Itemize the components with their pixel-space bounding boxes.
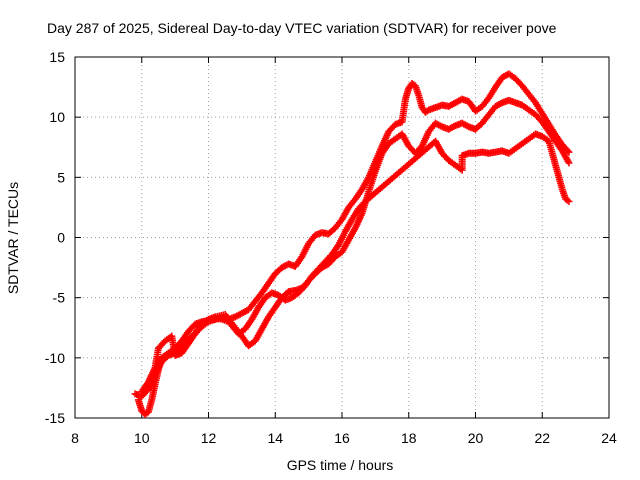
x-tick-label: 12 (201, 430, 217, 446)
y-tick-label: 10 (49, 109, 65, 125)
y-tick-label: -10 (45, 350, 65, 366)
x-tick-label: 18 (401, 430, 417, 446)
data-point (565, 159, 573, 167)
y-tick-label: 15 (49, 49, 65, 65)
y-tick-label: 0 (57, 230, 65, 246)
data-point (565, 197, 573, 205)
x-tick-label: 16 (334, 430, 350, 446)
chart-title: Day 287 of 2025, Sidereal Day-to-day VTE… (47, 20, 557, 36)
y-tick-label: -5 (53, 290, 66, 306)
x-tick-label: 10 (134, 430, 150, 446)
x-tick-label: 8 (71, 430, 79, 446)
x-axis-label: GPS time / hours (287, 457, 394, 473)
data-markers (131, 70, 573, 418)
series-track-b (131, 96, 573, 400)
x-tick-label: 20 (468, 430, 484, 446)
x-tick-label: 22 (534, 430, 550, 446)
y-axis-label: SDTVAR / TECUs (5, 182, 21, 294)
y-tick-label: 5 (57, 169, 65, 185)
y-tick-label: -15 (45, 410, 65, 426)
series-track-c (138, 130, 573, 396)
grid (75, 57, 609, 418)
axis-ticks: 8 10 12 14 16 18 20 22 24 -15 -10 -5 0 5 10 15 (45, 49, 617, 446)
series-track-a (134, 70, 573, 418)
x-tick-label: 14 (267, 430, 283, 446)
x-tick-label: 24 (601, 430, 617, 446)
